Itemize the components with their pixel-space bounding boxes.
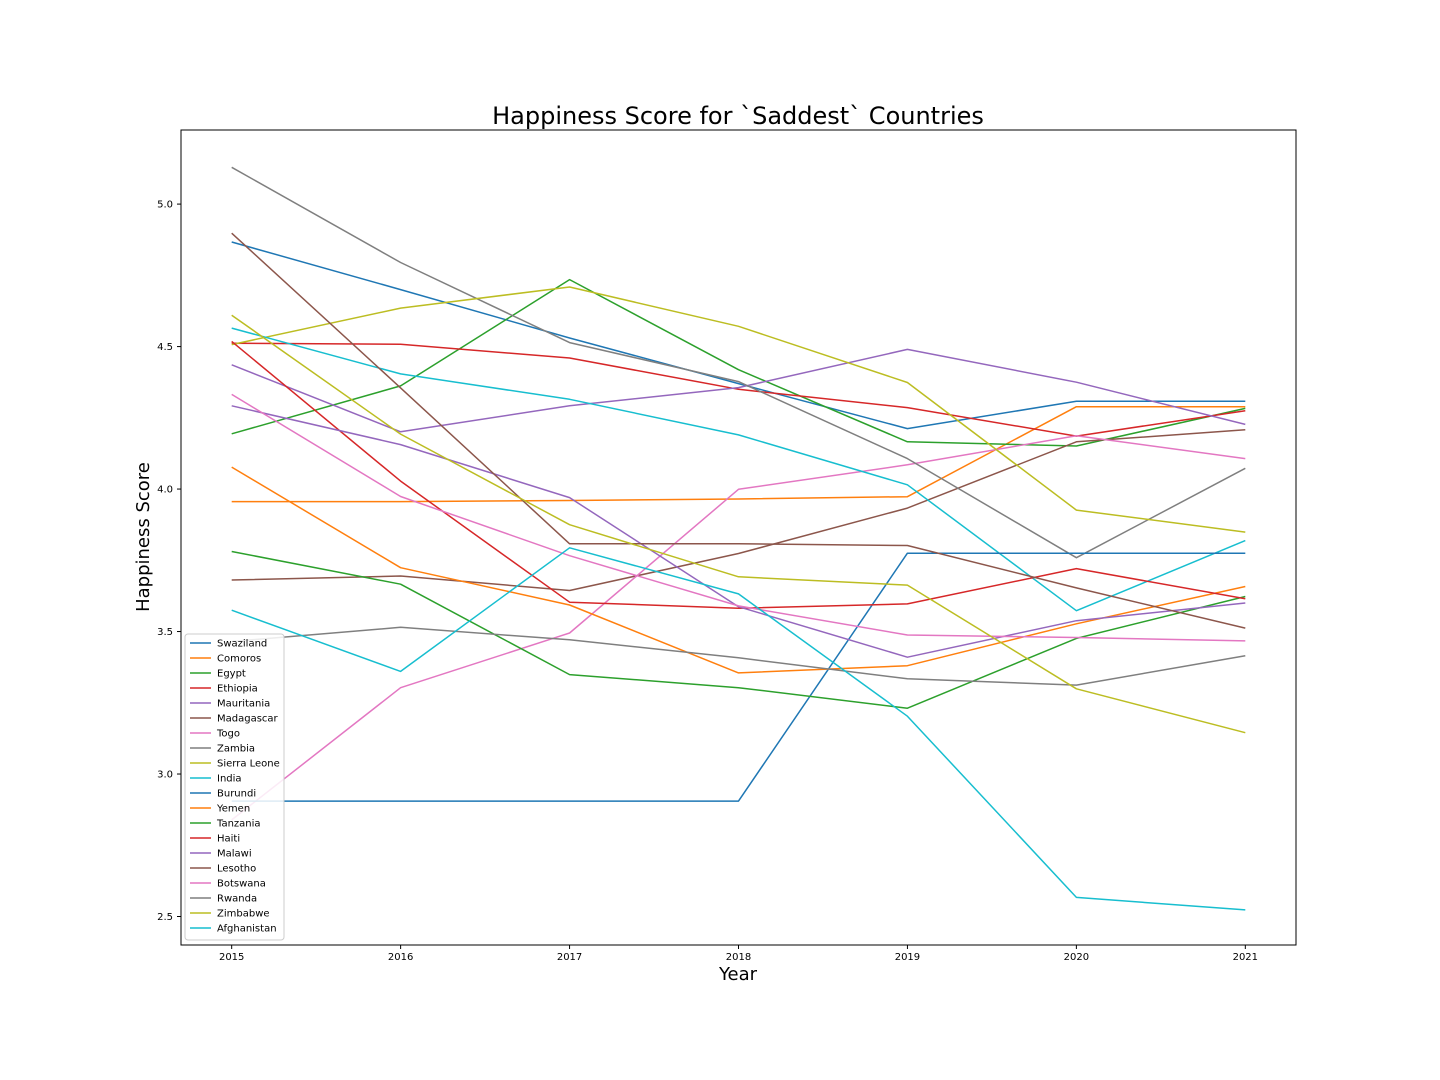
- legend-label: Togo: [216, 729, 240, 740]
- series-line-zimbabwe: [231, 314, 1246, 734]
- series-line-zambia: [231, 166, 1246, 559]
- legend-label: India: [217, 774, 242, 785]
- legend-label: Afghanistan: [217, 924, 277, 935]
- series-line-sierra-leone: [231, 286, 1246, 533]
- series-line-mauritania: [231, 348, 1246, 433]
- chart-title: Happiness Score for `Saddest` Countries: [492, 102, 984, 130]
- series-line-swaziland: [231, 241, 1246, 430]
- y-tick-label: 4.5: [157, 342, 173, 353]
- legend-label: Zimbabwe: [217, 909, 270, 920]
- series-line-togo: [231, 435, 1246, 821]
- x-axis-label: Year: [718, 964, 758, 985]
- x-tick-label: 2021: [1233, 952, 1258, 963]
- series-line-burundi: [231, 552, 1246, 802]
- legend-label: Botswana: [217, 879, 266, 890]
- y-tick-label: 3.0: [157, 770, 173, 781]
- series-line-madagascar: [231, 429, 1246, 592]
- series-line-botswana: [231, 393, 1246, 642]
- y-axis: 2.5 3.0 3.5 4.0 4.5 5.0: [157, 200, 181, 923]
- series-line-rwanda: [231, 626, 1246, 686]
- x-tick-label: 2015: [219, 952, 244, 963]
- series-lines: [231, 166, 1246, 911]
- legend-label: Comoros: [217, 654, 261, 665]
- x-tick-label: 2017: [557, 952, 582, 963]
- y-axis-label: Happiness Score: [133, 462, 154, 612]
- legend-label: Malawi: [217, 849, 252, 860]
- legend: Swaziland Comoros Egypt Ethiopia Mauritania M…: [184, 633, 285, 941]
- y-tick-label: 5.0: [157, 200, 173, 211]
- legend-label: Burundi: [217, 789, 256, 800]
- series-line-egypt: [231, 278, 1246, 447]
- series-line-comoros: [231, 405, 1246, 503]
- legend-label: Tanzania: [216, 819, 261, 830]
- x-tick-label: 2020: [1064, 952, 1089, 963]
- series-line-malawi: [231, 405, 1246, 658]
- y-tick-label: 2.5: [157, 912, 173, 923]
- y-tick-label: 3.5: [157, 627, 173, 638]
- x-axis: 2015 2016 2017 2018 2019 2020 2021: [219, 945, 1258, 963]
- legend-label: Swaziland: [217, 639, 267, 650]
- x-tick-label: 2016: [388, 952, 413, 963]
- series-line-tanzania: [231, 550, 1246, 709]
- x-tick-label: 2018: [726, 952, 751, 963]
- x-tick-label: 2019: [895, 952, 920, 963]
- legend-label: Mauritania: [217, 699, 270, 710]
- series-line-yemen: [231, 466, 1246, 674]
- legend-box: [184, 633, 285, 941]
- series-line-haiti: [231, 340, 1246, 609]
- legend-label: Madagascar: [217, 714, 279, 725]
- legend-label: Haiti: [217, 834, 240, 845]
- legend-label: Rwanda: [217, 894, 257, 905]
- legend-label: Lesotho: [217, 864, 256, 875]
- legend-label: Ethiopia: [217, 684, 258, 695]
- series-line-india: [231, 327, 1246, 612]
- legend-label: Egypt: [217, 669, 246, 680]
- legend-label: Yemen: [216, 804, 250, 815]
- y-tick-label: 4.0: [157, 485, 173, 496]
- legend-label: Zambia: [217, 744, 255, 755]
- legend-label: Sierra Leone: [217, 759, 280, 770]
- series-line-afghanistan: [231, 547, 1246, 911]
- series-line-lesotho: [231, 232, 1246, 629]
